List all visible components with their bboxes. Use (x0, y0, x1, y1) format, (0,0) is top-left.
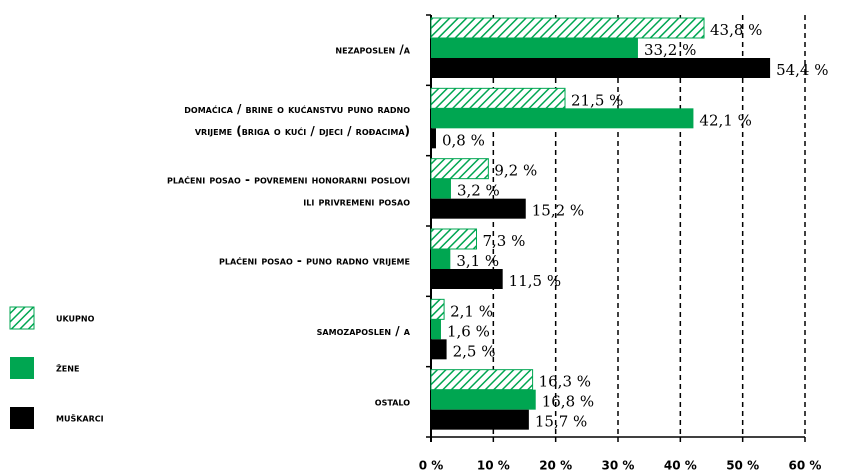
bar (431, 108, 694, 129)
value-label: 0,8 % (442, 131, 485, 149)
value-label: 3,2 % (457, 182, 500, 200)
bar (431, 319, 441, 340)
bar (431, 249, 451, 269)
category-label: plaćeni posao - puno radno vrijeme (219, 254, 410, 268)
bar (430, 17, 705, 39)
value-label: 16,8 % (542, 393, 594, 411)
x-tick-label: 20 % (539, 459, 572, 473)
legend-swatch (9, 306, 35, 330)
bar (430, 298, 445, 320)
category-label: domaćica / brine o kućanstvu puno radno (184, 102, 410, 116)
bar (431, 409, 529, 430)
value-label: 2,5 % (453, 342, 496, 360)
category-label: vrijeme (briga o kući / djeci / rođacima… (195, 124, 410, 138)
value-label: 33,2 % (644, 41, 696, 59)
value-label: 1,6 % (447, 322, 490, 340)
value-label: 43,8 % (710, 21, 762, 39)
bar (431, 339, 447, 360)
legend-label: žene (56, 361, 79, 375)
legend-label: muškarci (56, 411, 104, 425)
legend-label: ukupno (56, 311, 95, 325)
category-label: ostalo (375, 394, 410, 408)
bar (430, 228, 478, 250)
value-label: 21,5 % (571, 91, 623, 109)
x-tick-label: 60 % (789, 459, 822, 473)
x-tick-label: 40 % (664, 459, 697, 473)
category-label: nezaposlen /a (335, 43, 410, 57)
value-label: 54,4 % (776, 61, 828, 79)
category-label: plaćeni posao - povremeni honorarni posl… (167, 172, 410, 186)
value-label: 7,3 % (483, 232, 526, 250)
bar (431, 269, 503, 289)
value-label: 9,2 % (494, 162, 537, 180)
value-label: 42,1 % (699, 111, 751, 129)
bar (431, 58, 771, 78)
bar (430, 87, 566, 109)
category-label: samozaposlen / a (317, 324, 411, 338)
bar (430, 369, 534, 391)
x-tick-label: 30 % (602, 459, 635, 473)
x-tick-label: 50 % (726, 459, 759, 473)
x-tick-label: 10 % (477, 459, 510, 473)
bar (431, 128, 436, 149)
bar (430, 158, 489, 180)
value-label: 2,1 % (450, 302, 493, 320)
bar (431, 38, 638, 58)
x-tick-label: 0 % (419, 459, 444, 473)
bar (431, 198, 526, 219)
legend-swatch (10, 357, 34, 379)
bar (431, 178, 451, 199)
category-label: ili privremeni posao (303, 194, 410, 208)
value-label: 15,7 % (535, 413, 587, 431)
value-label: 11,5 % (509, 272, 561, 290)
bar (431, 389, 536, 410)
value-label: 3,1 % (456, 252, 499, 270)
value-label: 15,2 % (532, 202, 584, 220)
value-label: 16,3 % (539, 373, 591, 391)
legend-swatch (10, 407, 34, 429)
